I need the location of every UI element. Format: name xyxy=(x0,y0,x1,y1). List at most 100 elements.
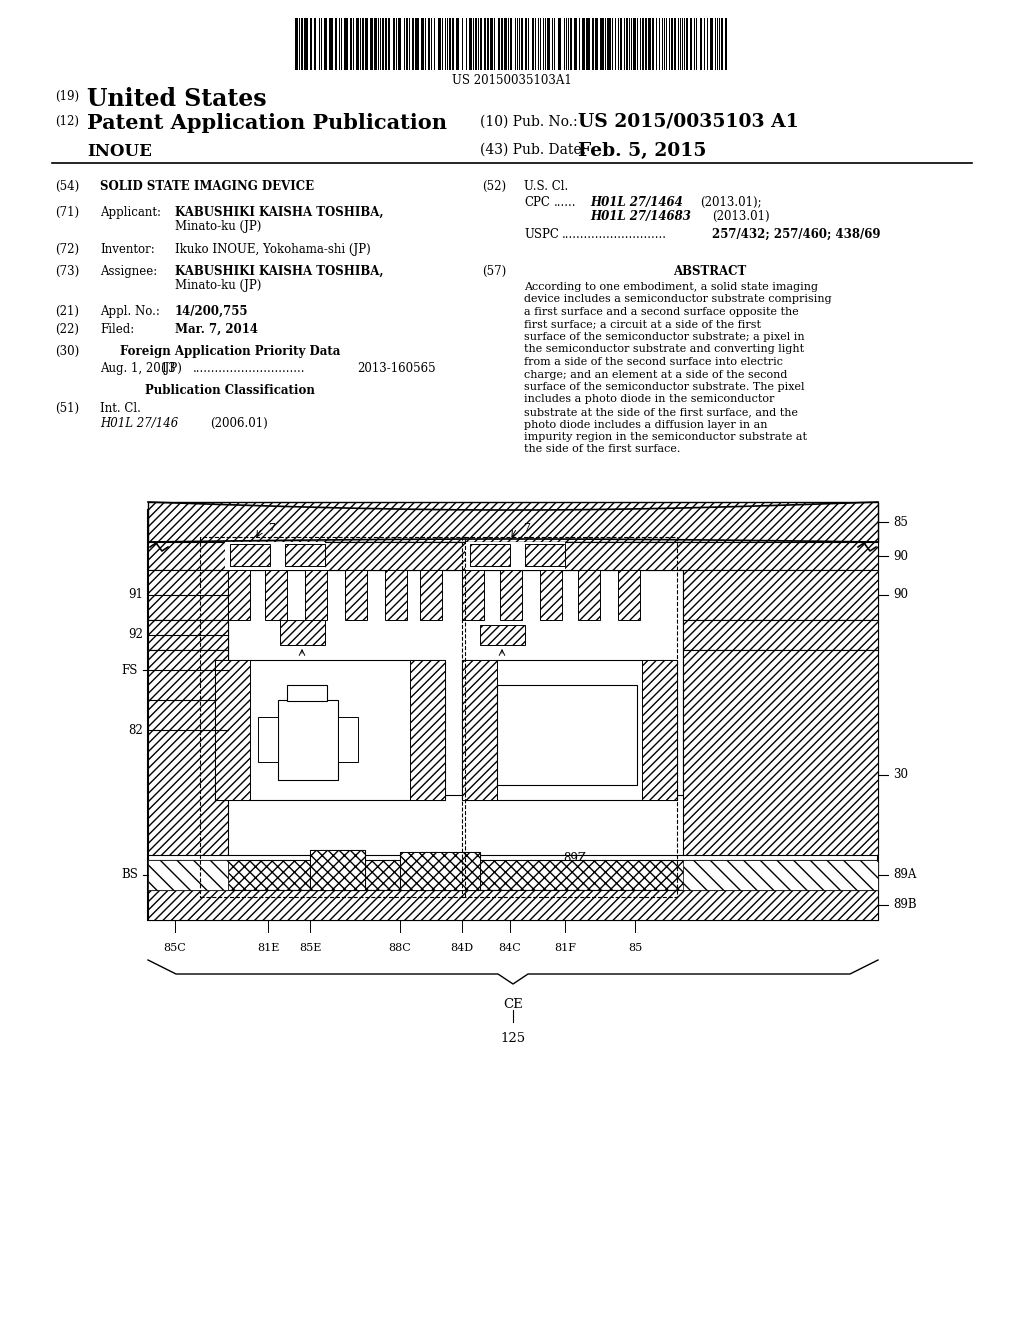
Bar xyxy=(469,18,472,70)
Text: a first surface and a second surface opposite the: a first surface and a second surface opp… xyxy=(524,308,799,317)
Bar xyxy=(385,570,407,620)
Bar xyxy=(671,18,673,70)
Bar xyxy=(648,18,651,70)
Bar xyxy=(228,570,683,795)
Bar xyxy=(345,570,367,620)
Bar xyxy=(329,18,333,70)
Text: 71: 71 xyxy=(299,755,312,764)
Text: (JP): (JP) xyxy=(160,362,182,375)
Text: INOUE: INOUE xyxy=(87,143,152,160)
Text: the semiconductor substrate and converting light: the semiconductor substrate and converti… xyxy=(524,345,804,355)
Text: CC1: CC1 xyxy=(319,909,345,921)
Bar xyxy=(287,685,327,701)
Text: 84C: 84C xyxy=(499,942,521,953)
Bar xyxy=(558,18,561,70)
Bar xyxy=(700,18,702,70)
Text: impurity region in the semiconductor substrate at: impurity region in the semiconductor sub… xyxy=(524,432,807,442)
Text: USPC: USPC xyxy=(524,228,559,242)
Bar xyxy=(504,18,507,70)
Text: (22): (22) xyxy=(55,323,79,337)
Bar xyxy=(324,18,327,70)
Bar xyxy=(600,18,604,70)
Text: (2013.01): (2013.01) xyxy=(712,210,770,223)
Bar xyxy=(278,700,338,780)
Text: ............................: ............................ xyxy=(562,228,667,242)
Text: ......: ...... xyxy=(554,195,577,209)
Bar xyxy=(148,890,878,920)
Bar xyxy=(525,18,527,70)
Bar xyxy=(344,18,348,70)
Text: US 20150035103A1: US 20150035103A1 xyxy=(453,74,571,87)
Bar xyxy=(356,18,359,70)
Text: 84D: 84D xyxy=(451,942,473,953)
Text: ..............................: .............................. xyxy=(193,362,305,375)
Bar xyxy=(620,18,622,70)
Text: Feb. 5, 2015: Feb. 5, 2015 xyxy=(578,143,707,160)
Bar xyxy=(388,18,390,70)
Text: (10) Pub. No.:: (10) Pub. No.: xyxy=(480,115,578,129)
Text: Publication Classification: Publication Classification xyxy=(145,384,315,397)
Bar xyxy=(645,18,647,70)
Bar xyxy=(683,570,878,620)
Bar xyxy=(642,660,677,800)
Bar xyxy=(215,660,250,800)
Bar xyxy=(304,18,308,70)
Bar xyxy=(618,570,640,620)
Bar xyxy=(540,570,562,620)
Bar xyxy=(490,18,493,70)
Text: Patent Application Publication: Patent Application Publication xyxy=(87,114,447,133)
Text: SOLID STATE IMAGING DEVICE: SOLID STATE IMAGING DEVICE xyxy=(100,180,314,193)
Bar xyxy=(385,18,387,70)
Text: 90: 90 xyxy=(893,549,908,562)
Bar xyxy=(410,660,445,800)
Text: FS: FS xyxy=(122,664,138,676)
Text: the side of the first surface.: the side of the first surface. xyxy=(524,445,680,454)
Text: Applicant:: Applicant: xyxy=(100,206,161,219)
Bar xyxy=(710,18,713,70)
Bar xyxy=(683,620,878,649)
Bar xyxy=(626,18,628,70)
Text: 30: 30 xyxy=(893,768,908,781)
Text: 82: 82 xyxy=(128,723,143,737)
Text: (73): (73) xyxy=(55,265,79,279)
Bar xyxy=(215,660,445,800)
Bar xyxy=(393,18,395,70)
Text: KABUSHIKI KAISHA TOSHIBA,: KABUSHIKI KAISHA TOSHIBA, xyxy=(175,265,384,279)
Bar xyxy=(582,18,585,70)
Text: (71): (71) xyxy=(55,206,79,219)
Bar xyxy=(475,18,477,70)
Text: (52): (52) xyxy=(482,180,506,193)
Text: photo diode includes a diffusion layer in an: photo diode includes a diffusion layer i… xyxy=(524,420,768,429)
Bar xyxy=(449,18,451,70)
Bar xyxy=(258,717,278,762)
Bar xyxy=(547,18,550,70)
Bar xyxy=(674,18,676,70)
Bar xyxy=(480,624,525,645)
Bar xyxy=(374,18,377,70)
Text: CPC: CPC xyxy=(524,195,550,209)
Bar xyxy=(462,570,484,620)
Text: Minato-ku (JP): Minato-ku (JP) xyxy=(175,279,261,292)
Bar xyxy=(525,544,565,566)
Bar xyxy=(501,18,503,70)
Text: (30): (30) xyxy=(55,345,79,358)
Bar xyxy=(338,717,358,762)
Text: 90: 90 xyxy=(893,589,908,602)
Text: (54): (54) xyxy=(55,180,79,193)
Bar xyxy=(725,18,727,70)
Bar xyxy=(462,660,497,800)
Bar xyxy=(465,543,565,570)
Text: CE: CE xyxy=(503,998,523,1011)
Text: 7: 7 xyxy=(523,523,530,533)
Text: Ikuko INOUE, Yokohama-shi (JP): Ikuko INOUE, Yokohama-shi (JP) xyxy=(175,243,371,256)
Text: KABUSHIKI KAISHA TOSHIBA,: KABUSHIKI KAISHA TOSHIBA, xyxy=(175,206,384,219)
Text: Filed:: Filed: xyxy=(100,323,134,337)
Bar xyxy=(510,18,512,70)
Text: includes a photo diode in the semiconductor: includes a photo diode in the semiconduc… xyxy=(524,395,774,404)
Bar xyxy=(421,18,424,70)
Bar xyxy=(456,18,459,70)
Bar xyxy=(370,18,373,70)
Bar xyxy=(301,18,303,70)
Text: ABSTRACT: ABSTRACT xyxy=(674,265,746,279)
Text: (43) Pub. Date:: (43) Pub. Date: xyxy=(480,143,587,157)
